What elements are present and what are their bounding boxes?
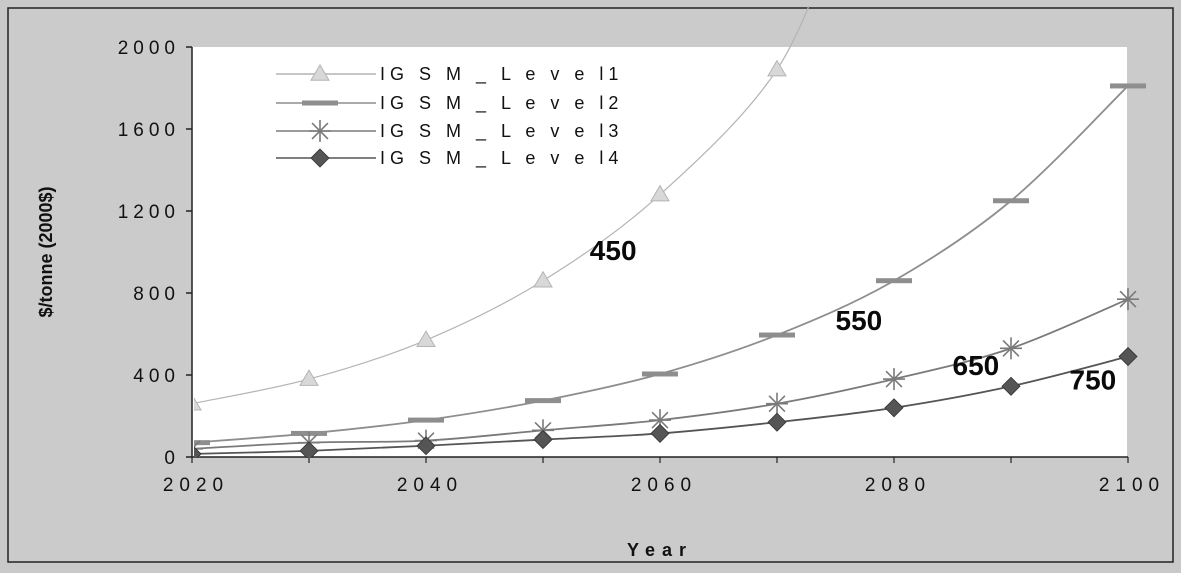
legend-label: IG S M _ L e v e l2 [380, 93, 623, 114]
star-stroke [194, 440, 201, 448]
y-tick-label: 800 [133, 284, 180, 305]
x-tick-label: 2040 [397, 475, 463, 496]
x-axis-title: Year [627, 540, 693, 560]
legend-label: IG S M _ L e v e l4 [380, 148, 623, 169]
star-marker [1000, 337, 1022, 360]
triangle-marker [299, 369, 319, 386]
legend-item: IG S M _ L e v e l1 [276, 64, 623, 85]
triangle-marker [650, 184, 670, 202]
y-tick-label: 1200 [118, 202, 180, 223]
diamond-marker [1001, 376, 1021, 396]
y-tick-label: 2000 [118, 38, 180, 59]
triangle-marker [310, 64, 330, 81]
star-marker [1117, 288, 1139, 311]
x-tick-label: 2060 [631, 475, 697, 496]
annotation-label: 650 [953, 350, 1000, 381]
legend-item: IG S M _ L e v e l3 [276, 120, 623, 142]
x-tick-labels: 2020 2040 2060 2080 2100 [163, 457, 1165, 496]
triangle-marker [416, 330, 436, 347]
series-1 [194, 6, 810, 411]
series-line [194, 85, 1129, 444]
star-stroke [651, 411, 669, 429]
star-stroke [1119, 290, 1137, 308]
star-stroke [311, 122, 329, 140]
dash-marker [408, 417, 444, 423]
annotation-label: 550 [836, 305, 883, 336]
series-layer [194, 6, 1146, 458]
y-tick-label: 0 [164, 448, 180, 469]
y-tick-labels: 0 400 800 1200 1600 2000 [118, 38, 192, 469]
star-marker [883, 368, 905, 391]
dash-marker [759, 332, 795, 338]
dash-marker [302, 100, 338, 106]
annotation-label: 450 [590, 235, 637, 266]
y-tick-label: 400 [133, 366, 180, 387]
diamond-marker [310, 148, 330, 168]
star-marker [649, 409, 671, 432]
dash-marker [876, 278, 912, 284]
series-4 [194, 346, 1138, 458]
dash-marker [525, 398, 561, 404]
diamond-marker [1118, 346, 1138, 367]
y-tick-label: 1600 [118, 120, 180, 141]
star-stroke [1002, 339, 1020, 357]
legend-item: IG S M _ L e v e l2 [276, 93, 623, 114]
star-marker [766, 392, 788, 415]
star-stroke [885, 370, 903, 388]
dash-marker [993, 198, 1029, 204]
legend: IG S M _ L e v e l1 IG S M _ L e v e l2 IG… [276, 64, 623, 169]
triangle-marker [533, 270, 553, 288]
diamond-marker [194, 446, 202, 458]
dash-marker [642, 371, 678, 377]
diamond-marker [650, 423, 670, 443]
dash-marker [194, 440, 210, 446]
diamond-marker [767, 412, 787, 432]
star-marker [309, 120, 331, 142]
diamond-marker [416, 436, 436, 456]
triangle-marker [767, 59, 787, 77]
plot-area [192, 47, 1127, 457]
annotation-label: 750 [1070, 364, 1117, 395]
y-axis-title: $/tonne (2000$) [36, 186, 56, 317]
annotations: 450 550 650 750 [590, 235, 1116, 395]
x-tick-label: 2020 [163, 475, 229, 496]
triangle-marker [194, 397, 202, 411]
legend-item: IG S M _ L e v e l4 [276, 148, 623, 169]
legend-label: IG S M _ L e v e l1 [380, 64, 623, 85]
x-tick-label: 2100 [1099, 475, 1165, 496]
diamond-marker [884, 398, 904, 418]
dash-marker [1110, 83, 1146, 89]
x-tick-label: 2080 [865, 475, 931, 496]
star-stroke [768, 395, 786, 413]
diamond-marker [533, 430, 553, 450]
legend-label: IG S M _ L e v e l3 [380, 121, 623, 142]
diamond-marker [299, 441, 319, 458]
